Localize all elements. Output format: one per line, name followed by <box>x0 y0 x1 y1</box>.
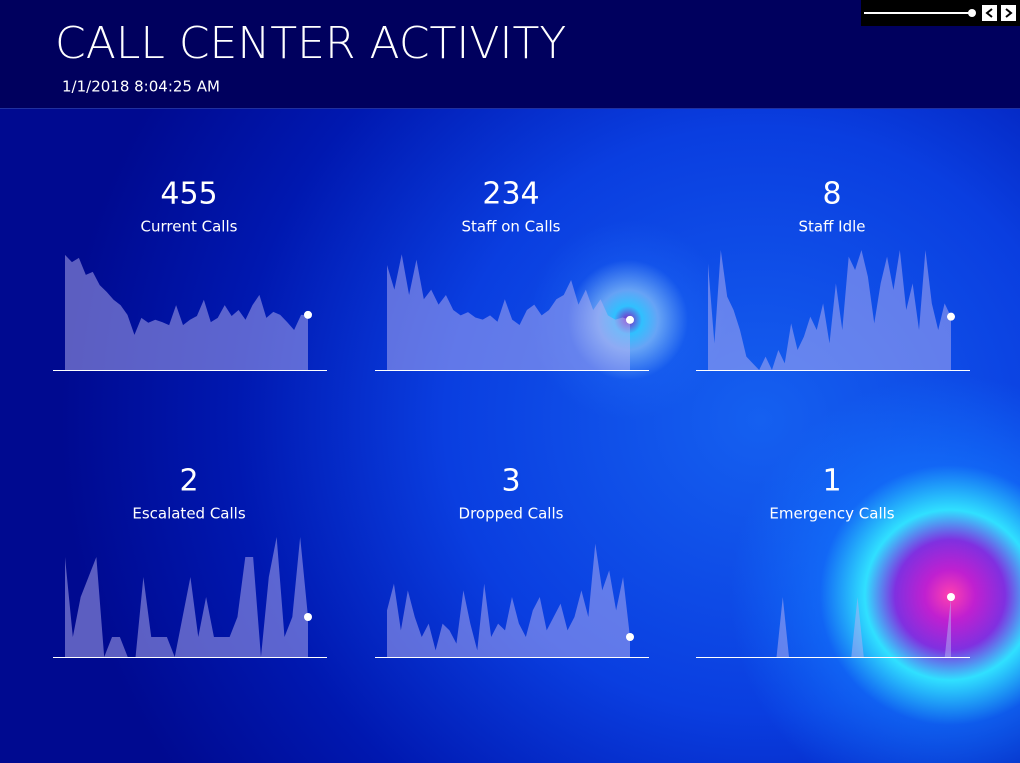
kpi-value: 8 <box>822 177 841 212</box>
sparkline-area <box>708 250 951 370</box>
kpi-label: Dropped Calls <box>459 505 564 523</box>
prev-button[interactable] <box>982 5 997 21</box>
kpi-value: 234 <box>482 177 539 212</box>
sparkline-area <box>708 597 951 657</box>
kpi-value: 1 <box>822 464 841 499</box>
timestamp: 1/1/2018 8:04:25 AM <box>62 78 220 96</box>
sparkline-area <box>65 254 308 370</box>
sparkline-area <box>387 254 630 370</box>
kpi-value: 455 <box>160 177 217 212</box>
slider-thumb[interactable] <box>968 9 976 17</box>
next-button[interactable] <box>1001 5 1016 21</box>
latest-point <box>304 310 312 319</box>
latest-point <box>947 312 955 321</box>
kpi-label: Escalated Calls <box>132 505 245 523</box>
kpi-value: 3 <box>501 464 520 499</box>
next-icon <box>1005 8 1013 18</box>
latest-point <box>304 613 312 621</box>
sparkline-area <box>65 537 308 657</box>
prev-icon <box>985 8 993 18</box>
kpi-label: Staff Idle <box>798 218 865 236</box>
kpi-value: 2 <box>179 464 198 499</box>
kpi-label: Emergency Calls <box>769 505 894 523</box>
latest-point <box>626 315 634 324</box>
latest-point <box>947 593 955 601</box>
latest-point <box>626 633 634 641</box>
kpi-label: Current Calls <box>141 218 238 236</box>
playback-control[interactable] <box>861 0 1020 26</box>
header-bar <box>0 0 1020 108</box>
page-title: CALL CENTER ACTIVITY <box>55 18 566 69</box>
kpi-label: Staff on Calls <box>462 218 561 236</box>
sparkline-area <box>387 543 630 657</box>
